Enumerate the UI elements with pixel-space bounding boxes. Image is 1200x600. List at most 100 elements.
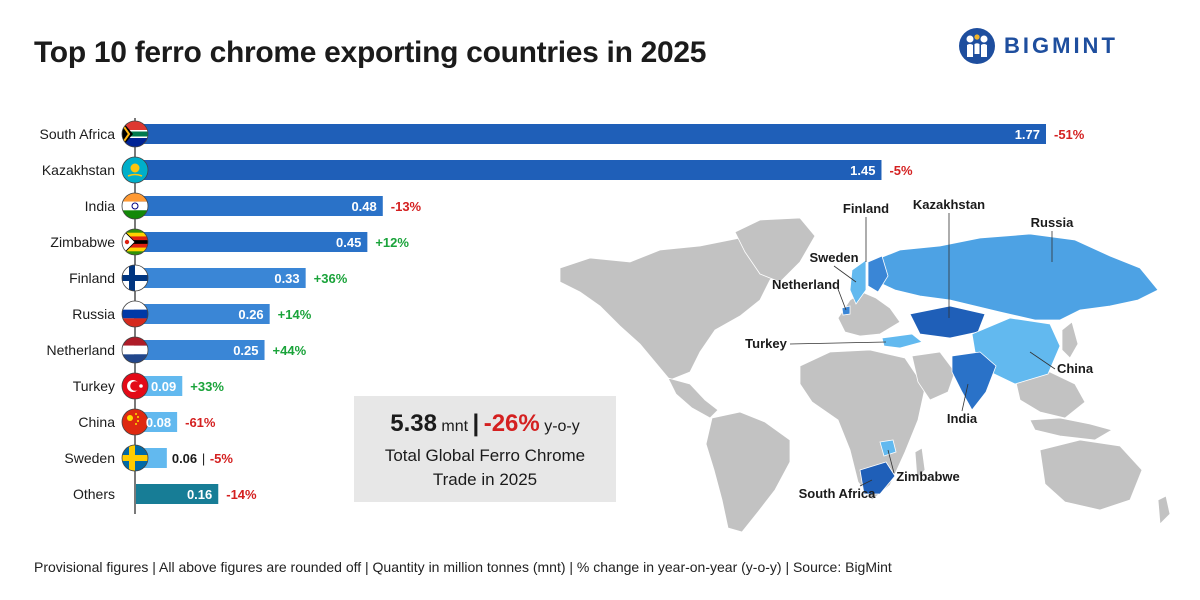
russia-shape: [869, 233, 1159, 321]
callout-line-1: Total Global Ferro Chrome: [384, 446, 586, 465]
change-label-china: -61%: [185, 415, 216, 430]
kazakhstan-flag-icon: [121, 156, 149, 184]
leader-zimbabwe: [887, 449, 895, 474]
category-label-india: India: [85, 198, 116, 214]
footer-note: Provisional figures | All above figures …: [34, 559, 892, 575]
map-label-india: India: [947, 411, 978, 426]
change-label-kazakhstan: -5%: [889, 163, 913, 178]
category-label-south-africa: South Africa: [40, 126, 116, 142]
sweden-flag-icon: [121, 444, 149, 472]
value-label-netherland: 0.25: [233, 343, 258, 358]
new-zealand-shape: [1157, 495, 1171, 525]
leader-china: [1029, 351, 1056, 370]
callout-line-2: Trade in 2025: [432, 470, 538, 489]
change-label-others: -14%: [226, 487, 257, 502]
bar-south-africa: [136, 124, 1046, 144]
finland-shape: [867, 255, 889, 293]
southeast-asia-shape: [1014, 371, 1086, 419]
leader-netherland: [837, 288, 847, 311]
value-separator-sweden: |: [202, 451, 205, 466]
africa-shape: [799, 349, 926, 501]
map-label-china: China: [1057, 361, 1094, 376]
category-label-kazakhstan: Kazakhstan: [42, 162, 115, 178]
greenland-shape: [734, 217, 816, 283]
category-label-turkey: Turkey: [73, 378, 115, 394]
madagascar-shape: [914, 447, 926, 479]
bar-russia: [136, 304, 270, 324]
map-label-south-africa: South Africa: [799, 486, 877, 501]
category-label-russia: Russia: [72, 306, 115, 322]
value-label-turkey: 0.09: [151, 379, 176, 394]
netherland-shape: [841, 305, 851, 316]
china-flag-icon: [121, 408, 149, 436]
change-label-finland: +36%: [314, 271, 348, 286]
map-label-kazakhstan: Kazakhstan: [913, 197, 985, 212]
arabia-shape: [911, 351, 956, 401]
change-label-south-africa: -51%: [1054, 127, 1085, 142]
map-label-finland: Finland: [843, 201, 889, 216]
zimbabwe-flag-icon: [121, 228, 149, 256]
category-label-finland: Finland: [69, 270, 115, 286]
india-flag-icon: [121, 192, 149, 220]
bar-zimbabwe: [136, 232, 368, 252]
leader-india: [961, 383, 969, 412]
bar-chart: South Africa 1.77 -51% Kazakhstan 1.45 -5% Ind…: [40, 118, 1085, 514]
change-label-russia: +14%: [278, 307, 312, 322]
bigmint-logo-icon: [959, 28, 995, 64]
finland-flag-icon: [121, 264, 149, 292]
netherlands-flag-icon: [121, 336, 149, 364]
bar-others: [136, 484, 219, 504]
leader-turkey: [789, 341, 887, 345]
page-title: Top 10 ferro chrome exporting countries …: [34, 36, 707, 69]
category-label-netherland: Netherland: [47, 342, 116, 358]
zimbabwe-shape: [879, 439, 897, 457]
callout-change-value: -26%: [483, 410, 540, 437]
bar-kazakhstan: [136, 160, 882, 180]
category-label-china: China: [78, 414, 115, 430]
bar-turkey: [136, 376, 183, 396]
change-label-india: -13%: [391, 199, 422, 214]
india-shape: [951, 351, 997, 411]
value-label-finland: 0.33: [274, 271, 299, 286]
brand-logo: BIGMINT: [958, 26, 1118, 66]
central-america-shape: [667, 377, 719, 419]
category-label-zimbabwe: Zimbabwe: [50, 234, 115, 250]
value-label-others: 0.16: [187, 487, 212, 502]
map-label-turkey: Turkey: [745, 336, 787, 351]
change-label-turkey: +33%: [190, 379, 224, 394]
category-label-sweden: Sweden: [64, 450, 115, 466]
turkey-shape: [881, 333, 923, 349]
value-label-south-africa: 1.77: [1015, 127, 1040, 142]
callout-separator: |: [472, 410, 480, 437]
indonesia-shape: [1029, 417, 1114, 441]
turkey-flag-icon: [121, 372, 149, 400]
value-label-zimbabwe: 0.45: [336, 235, 361, 250]
category-label-others: Others: [73, 486, 115, 502]
south-africa-shape: [859, 461, 896, 495]
leader-south-africa: [859, 479, 873, 487]
bar-finland: [136, 268, 306, 288]
world-map: Finland Kazakhstan Russia Sweden Netherland T…: [559, 197, 1171, 533]
south-africa-flag-icon: [121, 120, 149, 148]
map-label-zimbabwe: Zimbabwe: [896, 469, 960, 484]
australia-shape: [1039, 439, 1143, 511]
value-label-india: 0.48: [351, 199, 376, 214]
total-trade-callout: 5.38 mnt | -26% y-o-y Total Global Ferro…: [354, 396, 616, 502]
callout-change-unit: y-o-y: [544, 418, 580, 435]
change-label-sweden: -5%: [210, 451, 234, 466]
value-label-kazakhstan: 1.45: [850, 163, 875, 178]
map-label-netherland: Netherland: [772, 277, 840, 292]
bar-netherland: [136, 340, 265, 360]
leader-sweden: [833, 265, 857, 283]
map-label-russia: Russia: [1031, 215, 1074, 230]
value-label-china: 0.08: [146, 415, 171, 430]
japan-shape: [1061, 321, 1079, 359]
map-label-sweden: Sweden: [809, 250, 858, 265]
change-label-zimbabwe: +12%: [375, 235, 409, 250]
russia-flag-icon: [121, 300, 149, 328]
change-label-netherland: +44%: [273, 343, 307, 358]
bar-india: [136, 196, 383, 216]
south-america-shape: [705, 411, 791, 533]
callout-total-value: 5.38: [390, 410, 437, 437]
